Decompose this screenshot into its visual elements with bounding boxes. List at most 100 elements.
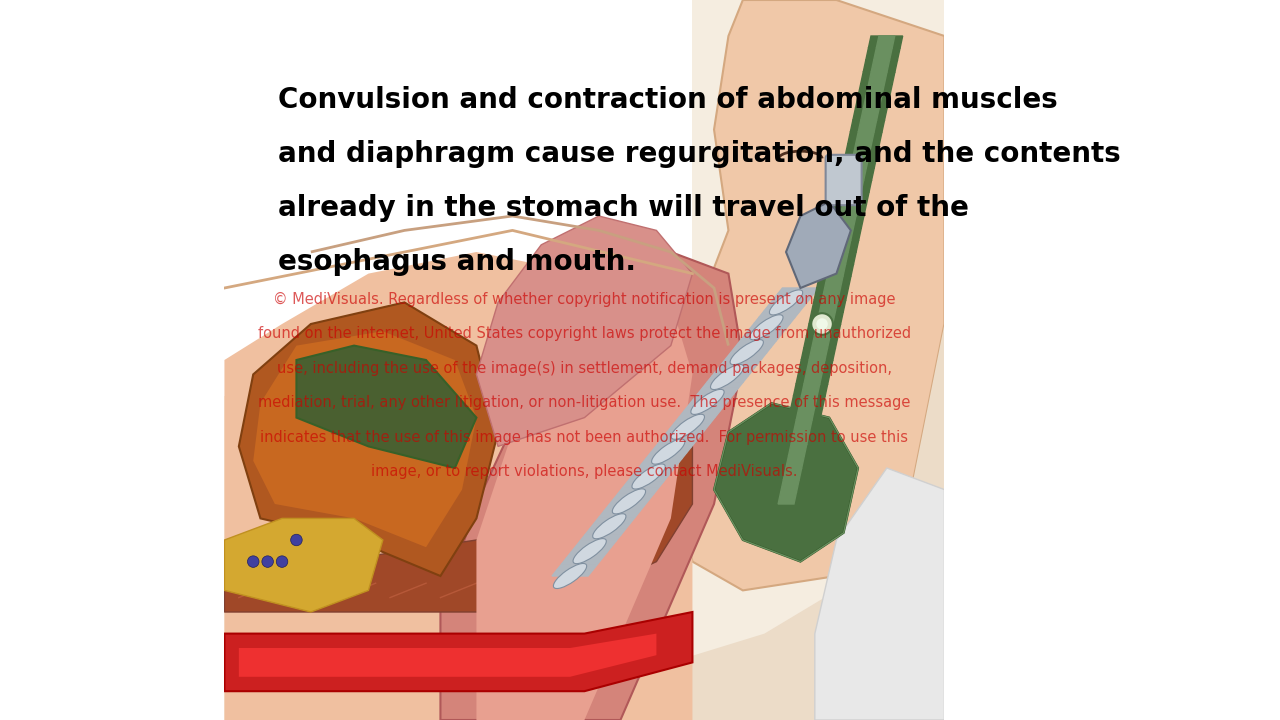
Polygon shape bbox=[731, 347, 772, 353]
Polygon shape bbox=[557, 564, 598, 570]
Polygon shape bbox=[874, 48, 892, 60]
FancyBboxPatch shape bbox=[224, 0, 692, 396]
Polygon shape bbox=[824, 240, 859, 252]
Polygon shape bbox=[852, 144, 872, 156]
Polygon shape bbox=[806, 360, 826, 372]
FancyBboxPatch shape bbox=[826, 155, 861, 205]
Polygon shape bbox=[684, 405, 724, 411]
Polygon shape bbox=[832, 204, 867, 216]
Polygon shape bbox=[809, 348, 828, 360]
Polygon shape bbox=[253, 331, 476, 547]
Polygon shape bbox=[646, 453, 687, 459]
Polygon shape bbox=[594, 517, 635, 523]
Polygon shape bbox=[794, 420, 812, 432]
Polygon shape bbox=[855, 96, 890, 108]
Polygon shape bbox=[778, 492, 796, 504]
Polygon shape bbox=[476, 216, 692, 446]
Polygon shape bbox=[850, 156, 869, 168]
Polygon shape bbox=[801, 384, 819, 396]
Polygon shape bbox=[840, 204, 859, 216]
Text: esophagus and mouth.: esophagus and mouth. bbox=[279, 248, 636, 276]
Polygon shape bbox=[675, 418, 716, 423]
Polygon shape bbox=[576, 541, 616, 546]
Polygon shape bbox=[239, 302, 498, 576]
Polygon shape bbox=[692, 394, 733, 400]
Ellipse shape bbox=[769, 290, 803, 315]
Polygon shape bbox=[842, 192, 861, 204]
Polygon shape bbox=[224, 612, 692, 691]
Polygon shape bbox=[864, 96, 882, 108]
Polygon shape bbox=[796, 408, 814, 420]
Polygon shape bbox=[599, 511, 640, 517]
Text: © MediVisuals. Regardless of whether copyright notification is present on any im: © MediVisuals. Regardless of whether cop… bbox=[273, 292, 896, 307]
Polygon shape bbox=[650, 446, 691, 453]
Polygon shape bbox=[476, 302, 692, 720]
Polygon shape bbox=[764, 305, 804, 312]
Polygon shape bbox=[858, 120, 877, 132]
Polygon shape bbox=[860, 72, 895, 84]
Polygon shape bbox=[580, 535, 621, 541]
Polygon shape bbox=[239, 634, 657, 677]
Ellipse shape bbox=[553, 564, 586, 588]
Polygon shape bbox=[847, 132, 882, 144]
Polygon shape bbox=[832, 240, 851, 252]
Polygon shape bbox=[714, 403, 858, 562]
Polygon shape bbox=[801, 348, 836, 360]
Polygon shape bbox=[552, 570, 593, 576]
Polygon shape bbox=[877, 36, 895, 48]
Polygon shape bbox=[590, 523, 630, 529]
Polygon shape bbox=[773, 294, 814, 300]
Polygon shape bbox=[812, 336, 831, 348]
Polygon shape bbox=[783, 432, 818, 444]
Polygon shape bbox=[678, 411, 719, 418]
Circle shape bbox=[291, 534, 302, 546]
Polygon shape bbox=[794, 384, 828, 396]
Polygon shape bbox=[722, 359, 762, 364]
Polygon shape bbox=[840, 168, 874, 180]
Polygon shape bbox=[689, 400, 730, 405]
Polygon shape bbox=[641, 459, 682, 464]
Polygon shape bbox=[627, 476, 668, 482]
Ellipse shape bbox=[710, 364, 744, 390]
Polygon shape bbox=[783, 468, 801, 480]
Polygon shape bbox=[786, 456, 804, 468]
Text: already in the stomach will travel out of the: already in the stomach will travel out o… bbox=[279, 194, 969, 222]
Polygon shape bbox=[566, 552, 607, 559]
Polygon shape bbox=[791, 396, 826, 408]
Polygon shape bbox=[698, 388, 739, 394]
Polygon shape bbox=[850, 120, 884, 132]
Polygon shape bbox=[562, 559, 602, 564]
Polygon shape bbox=[622, 482, 663, 488]
Polygon shape bbox=[827, 228, 861, 240]
Text: use, including the use of the image(s) in settlement, demand packages, depositio: use, including the use of the image(s) i… bbox=[276, 361, 892, 376]
Polygon shape bbox=[776, 468, 810, 480]
Polygon shape bbox=[837, 180, 872, 192]
Polygon shape bbox=[842, 156, 877, 168]
Polygon shape bbox=[829, 216, 864, 228]
Polygon shape bbox=[855, 132, 874, 144]
Polygon shape bbox=[671, 324, 945, 720]
Polygon shape bbox=[791, 432, 809, 444]
Polygon shape bbox=[632, 470, 673, 476]
Circle shape bbox=[812, 313, 833, 335]
Text: image, or to report violations, please contact MediVisuals.: image, or to report violations, please c… bbox=[371, 464, 797, 480]
Polygon shape bbox=[817, 312, 836, 324]
Polygon shape bbox=[224, 518, 383, 612]
Polygon shape bbox=[297, 346, 476, 468]
Polygon shape bbox=[786, 420, 820, 432]
Polygon shape bbox=[867, 84, 884, 96]
Polygon shape bbox=[786, 202, 851, 288]
Polygon shape bbox=[814, 288, 849, 300]
Polygon shape bbox=[224, 252, 692, 720]
Polygon shape bbox=[847, 168, 867, 180]
Polygon shape bbox=[804, 336, 838, 348]
Polygon shape bbox=[585, 529, 626, 535]
Text: and diaphragm cause regurgitation, and the contents: and diaphragm cause regurgitation, and t… bbox=[279, 140, 1121, 168]
Polygon shape bbox=[608, 500, 649, 505]
Polygon shape bbox=[754, 318, 795, 323]
Polygon shape bbox=[868, 36, 902, 48]
Polygon shape bbox=[671, 0, 945, 590]
Polygon shape bbox=[717, 364, 758, 370]
Polygon shape bbox=[837, 216, 856, 228]
Polygon shape bbox=[788, 408, 823, 420]
